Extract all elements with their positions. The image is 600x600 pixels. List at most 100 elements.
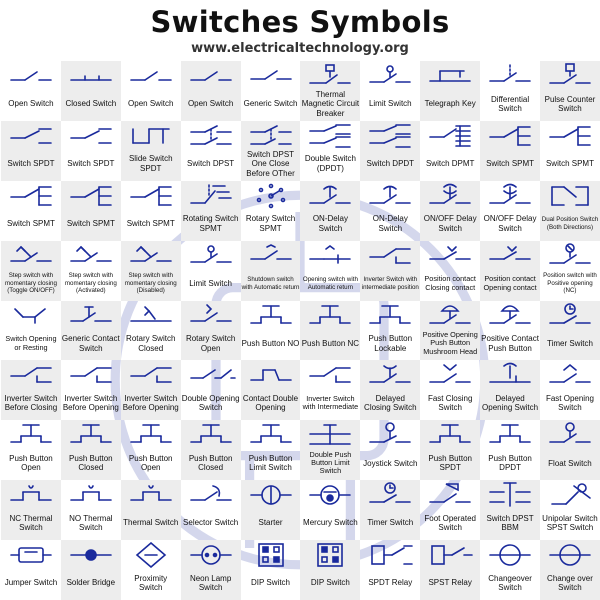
foot-operated-icon	[429, 483, 472, 504]
symbol-label: Float Switch	[548, 458, 592, 468]
symbol-label: Rotating Switch SPMT	[182, 214, 239, 233]
symbol-cell: Switch DPST One Close Before OTher	[240, 120, 301, 181]
proximity-switch-icon	[135, 542, 167, 569]
symbol-label: Switch DPDT	[366, 159, 415, 169]
double-opening-icon	[189, 369, 236, 380]
generic-switch-icon	[249, 70, 292, 80]
contact-double-opening-icon	[249, 369, 292, 382]
symbol-label: Change over Switch	[547, 573, 593, 593]
symbol-cell: DIP Switch	[300, 540, 361, 600]
push-button-icon	[70, 424, 112, 444]
dpst-one-close-icon	[249, 125, 292, 145]
symbol-cell: Generic Contact Switch	[60, 300, 121, 361]
dip-switch-icon	[257, 543, 284, 567]
symbol-label: ON/OFF Delay Switch	[483, 214, 537, 233]
thermal-switch-icon	[10, 485, 52, 502]
symbol-label: Delayed Closing Switch	[364, 393, 417, 413]
symbol-label: Limit Switch	[368, 99, 412, 109]
symbol-label: Foot Operated Switch	[424, 513, 476, 533]
symbol-cell: Inverter Switch Before Opening	[120, 360, 181, 421]
position-switch-icon	[549, 242, 591, 264]
spmt-icon	[10, 185, 52, 206]
symbol-label: Joystick Switch	[363, 458, 418, 468]
symbol-label: Starter	[258, 518, 283, 528]
symbol-cell: Jumper Switch	[1, 540, 61, 600]
switch-opening-icon	[14, 307, 46, 324]
symbol-cell: Rotary Switch SPMT	[241, 181, 301, 241]
symbol-cell: Pulse Counter Switch	[540, 61, 600, 121]
symbol-label: ON-Delay Switch	[312, 214, 348, 233]
symbol-cell: Push Button Closed	[60, 420, 121, 481]
spmt-icon	[70, 185, 112, 206]
symbol-label: NO Thermal Switch	[69, 513, 113, 533]
symbol-cell: Inverter Switch with intermediate positi…	[360, 240, 421, 301]
symbol-cell: Float Switch	[540, 420, 600, 481]
spmt-icon	[129, 185, 172, 206]
push-button-icon	[189, 424, 232, 444]
on-off-delay-icon	[489, 183, 531, 204]
symbol-label: Solder Bridge	[66, 578, 116, 588]
push-button-icon	[249, 304, 292, 324]
dpmt-icon	[429, 125, 472, 147]
website-url: www.electricaltechnology.org	[191, 41, 409, 56]
symbol-cell: Open Switch	[180, 61, 241, 121]
mushroom-head-icon	[429, 304, 472, 324]
symbol-label: Switch DPST	[187, 159, 235, 169]
neon-lamp-icon	[189, 545, 232, 565]
symbol-cell: Switch DPDT	[360, 120, 421, 181]
symbol-label: Delayed Opening Switch	[482, 393, 539, 413]
dual-position-icon	[551, 185, 589, 206]
shutdown-switch-icon	[249, 243, 292, 260]
symbol-label: Dual Position Switch (Both Directions)	[541, 216, 599, 231]
push-button-icon	[10, 424, 52, 444]
fast-opening-icon	[549, 364, 591, 384]
symbol-cell: Double Switch (DPDT)	[300, 121, 360, 181]
symbol-cell: Limit Switch	[360, 61, 420, 121]
thermal-switch-icon	[70, 485, 112, 502]
symbol-cell: Inverter Switch Before Opening	[61, 360, 121, 420]
symbol-label: Inverter Switch Before Opening	[62, 393, 119, 413]
symbol-label: Generic Contact Switch	[61, 334, 120, 353]
dpst-bbm-icon	[489, 482, 531, 508]
symbol-label: ON/OFF Delay Switch	[423, 214, 477, 233]
thermal-switch-icon	[129, 485, 172, 502]
push-button-icon	[249, 424, 292, 444]
symbol-label: Push Button Limit Switch	[248, 453, 293, 473]
symbol-label: Slide Switch SPDT	[128, 154, 173, 173]
symbol-cell: Switch SPDT	[1, 120, 61, 181]
symbol-cell: Switch DPMT	[420, 121, 480, 181]
symbol-cell: Push Button Open	[121, 420, 181, 480]
symbol-label: Double Push Button Limit Switch	[309, 449, 352, 476]
limit-switch-icon	[369, 65, 412, 83]
symbol-label: Inverter Switch Before Opening	[122, 393, 179, 413]
symbol-label: Push Button NC	[301, 338, 360, 348]
symbol-cell: Shutdown switch with Automatic return	[240, 240, 301, 301]
push-button-icon	[429, 424, 472, 444]
differential-switch-icon	[489, 64, 531, 82]
symbol-cell: Rotary Switch Open	[180, 300, 241, 361]
symbol-label: Neon Lamp Switch	[189, 573, 232, 593]
symbol-cell: Switch SPMT	[1, 181, 61, 241]
symbol-cell: Delayed Opening Switch	[480, 360, 541, 421]
header: Switches Symbols www.electricaltechnolog…	[0, 0, 600, 62]
symbol-cell: Switch SPMT	[480, 120, 541, 181]
symbol-label: SPST Relay	[428, 578, 472, 588]
symbol-label: DIP Switch	[251, 578, 290, 588]
page-title: Switches Symbols	[150, 5, 450, 39]
symbol-label: Fast Opening Switch	[545, 393, 594, 413]
symbol-label: Contact Double Opening	[242, 393, 299, 413]
symbol-label: Switch SPMT	[545, 159, 594, 169]
symbol-cell: SPST Relay	[420, 540, 481, 600]
dpdt-icon	[309, 124, 352, 148]
symbol-label: Mercury Switch	[303, 518, 358, 528]
opening-switch-icon	[309, 244, 352, 264]
symbol-cell: Opening switch with Automatic return	[300, 241, 360, 301]
symbol-cell: Starter	[240, 480, 301, 541]
symbol-cell: Mercury Switch	[300, 480, 360, 540]
symbol-label: Timer Switch	[546, 338, 593, 348]
symbol-label: Thermal Magnetic Circuit Breaker	[301, 89, 360, 118]
symbol-cell: Thermal Magnetic Circuit Breaker	[300, 61, 361, 121]
inverter-switch-icon	[309, 367, 352, 384]
symbol-label: Switch SPMT	[126, 219, 175, 229]
